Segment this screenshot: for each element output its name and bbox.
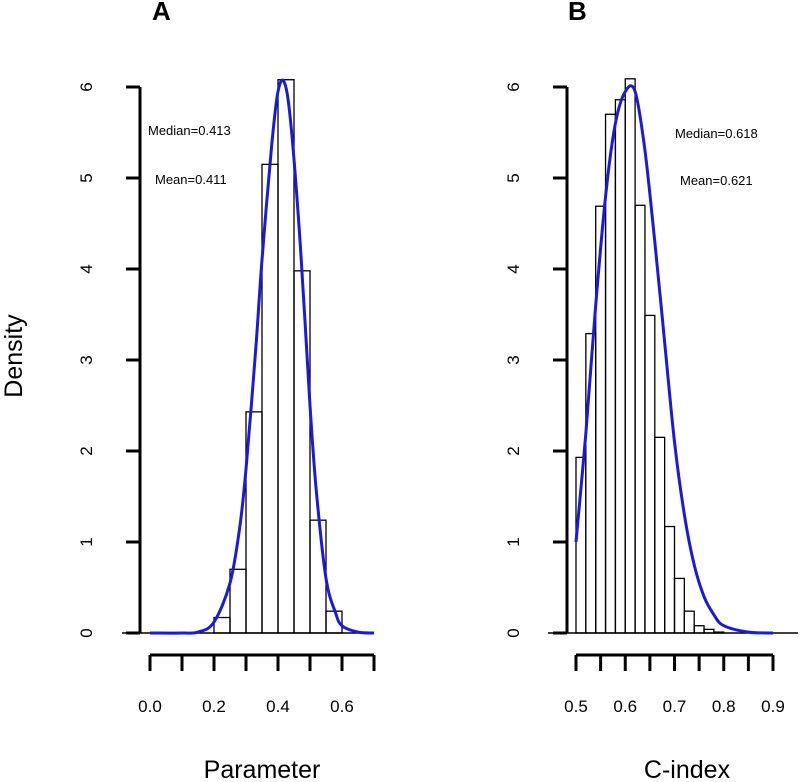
panel-a-mean-annotation: Mean=0.411 [155, 172, 227, 187]
panel-a-y-tick-label: 5 [77, 173, 96, 182]
panel-b-y-tick-label: 5 [504, 173, 523, 182]
panel-b-x-tick-label: 0.9 [761, 697, 785, 716]
panel-a-y-tick-label: 3 [77, 355, 96, 364]
panel-a-x-axis-title: Parameter [204, 756, 321, 782]
panel-b-y-tick-label: 6 [504, 82, 523, 91]
panel-b-x-axis-title: C-index [644, 756, 731, 782]
panel-a-y-tick-label: 0 [77, 628, 96, 637]
panel-a-y-tick-label: 1 [77, 537, 96, 546]
panel-b-letter: B [568, 0, 587, 26]
panel-a-x-tick-label: 0.6 [330, 697, 354, 716]
panel-a-y-tick-label: 6 [77, 82, 96, 91]
panel-a-median-annotation: Median=0.413 [148, 123, 231, 138]
panel-b-x-tick-label: 0.8 [712, 697, 736, 716]
panel-b-y-tick-label: 0 [504, 628, 523, 637]
panel-b-y-tick-label: 2 [504, 446, 523, 455]
panel-a-x-tick-label: 0.2 [202, 697, 226, 716]
panel-b-x-tick-label: 0.5 [564, 697, 588, 716]
panel-a-x-ticks: 0.0 0.2 0.4 0.6 [138, 655, 376, 716]
panel-a-y-tick-label: 4 [77, 264, 96, 273]
panel-b-bar [713, 631, 725, 634]
panel-a-x-tick-label: 0.4 [266, 697, 290, 716]
panel-a: A 0 1 2 3 4 5 6 0.0 0.2 0.4 0.6 Median=0.413 Mean… [77, 0, 376, 782]
panel-b-y-tick-label: 3 [504, 355, 523, 364]
panel-b-y-tick-label: 1 [504, 537, 523, 546]
panel-b-x-ticks: 0.5 0.6 0.7 0.8 0.9 [564, 655, 785, 716]
panel-b-y-tick-label: 4 [504, 264, 523, 273]
panel-a-y-tick-label: 2 [77, 446, 96, 455]
panel-b-bar [683, 610, 695, 634]
panel-b-x-tick-label: 0.6 [613, 697, 637, 716]
panel-b-median-annotation: Median=0.618 [675, 126, 758, 141]
panel-b: B 0 1 2 3 4 5 6 0.5 0.6 0.7 0.8 0.9 Median=0.618 M… [504, 0, 798, 782]
panel-b-mean-annotation: Mean=0.621 [680, 173, 753, 188]
panel-b-bar [703, 628, 715, 634]
panel-a-x-tick-label: 0.0 [138, 697, 162, 716]
panel-b-y-ticks: 0 1 2 3 4 5 6 [504, 82, 567, 638]
panel-b-bar [673, 577, 686, 634]
panel-a-letter: A [152, 0, 171, 26]
y-axis-title: Density [0, 314, 28, 398]
panel-a-density-curve [149, 78, 375, 635]
panel-b-density-curve [574, 84, 774, 635]
panel-b-x-tick-label: 0.7 [663, 697, 687, 716]
panel-a-y-ticks: 0 1 2 3 4 5 6 [77, 82, 140, 638]
